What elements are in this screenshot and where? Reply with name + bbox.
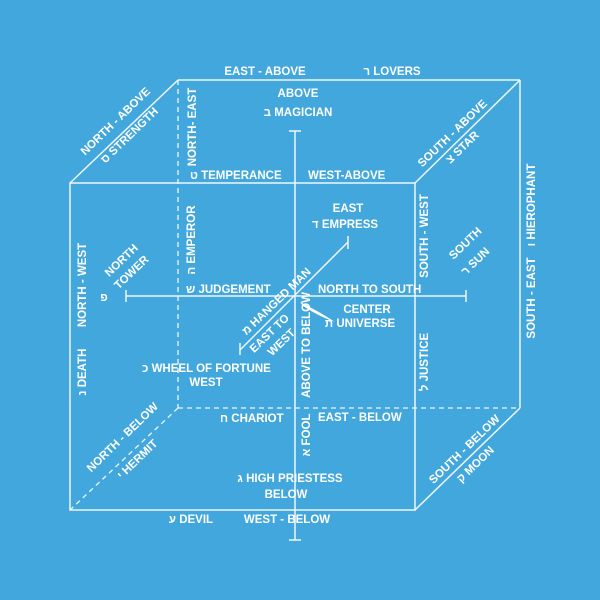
front-face [69, 182, 416, 511]
label-fool: א FOOL [301, 414, 313, 457]
label-west: WEST [189, 377, 222, 389]
label-emperor: ה EMPEROR [186, 205, 198, 275]
label-east-above: EAST - ABOVE [224, 66, 306, 78]
label-west-above: WEST-ABOVE [308, 170, 386, 182]
center-swoosh [300, 302, 335, 322]
label-center: CENTER [343, 304, 391, 316]
label-chariot: ח CHARIOT [220, 413, 284, 425]
label-universe: ת UNIVERSE [325, 318, 396, 330]
label-magician: ב MAGICIAN [264, 107, 333, 119]
label-hierophant: ו HIEROPHANT [526, 164, 538, 247]
label-south-west: SOUTH - WEST [419, 194, 431, 278]
label-below: BELOW [265, 489, 308, 501]
edge-north-above [69, 79, 179, 184]
label-empress: ד EMPRESS [312, 219, 378, 231]
label-west-below: WEST - BELOW [244, 514, 330, 526]
edge-south-above [414, 79, 521, 184]
label-above-to-below: ABOVE TO BELOW [301, 292, 313, 398]
label-north-below: NORTH - BELOW [85, 401, 161, 475]
label-devil: ע DEVIL [169, 514, 213, 526]
edge-south-below [414, 407, 521, 511]
label-above: ABOVE [278, 88, 319, 100]
axes [125, 130, 467, 541]
label-temperance: ט TEMPERANCE [190, 170, 282, 182]
label-lovers: ר LOVERS [363, 66, 420, 78]
cube-edges [69, 79, 521, 511]
label-south-east: SOUTH - EAST [526, 257, 538, 338]
label-north-east: NORTH- EAST [187, 88, 199, 167]
label-tower-letter: פ [100, 292, 108, 304]
label-east: EAST [333, 203, 364, 215]
label-death: נ DEATH [77, 349, 89, 396]
label-north-west: NORTH - WEST [77, 243, 89, 327]
label-high-priestess: ג HIGH PRIESTESS [237, 473, 343, 485]
label-wheel-of-fortune: כ WHEEL OF FORTUNE [142, 363, 271, 375]
edge-north-below [69, 407, 179, 511]
label-judgement: ש JUDGEMENT [186, 284, 271, 296]
label-justice: ל JUSTICE [418, 333, 431, 392]
axis-east-to-west [239, 241, 349, 351]
label-north-to-south: NORTH TO SOUTH [318, 284, 421, 296]
label-east-below: EAST - BELOW [318, 412, 402, 424]
